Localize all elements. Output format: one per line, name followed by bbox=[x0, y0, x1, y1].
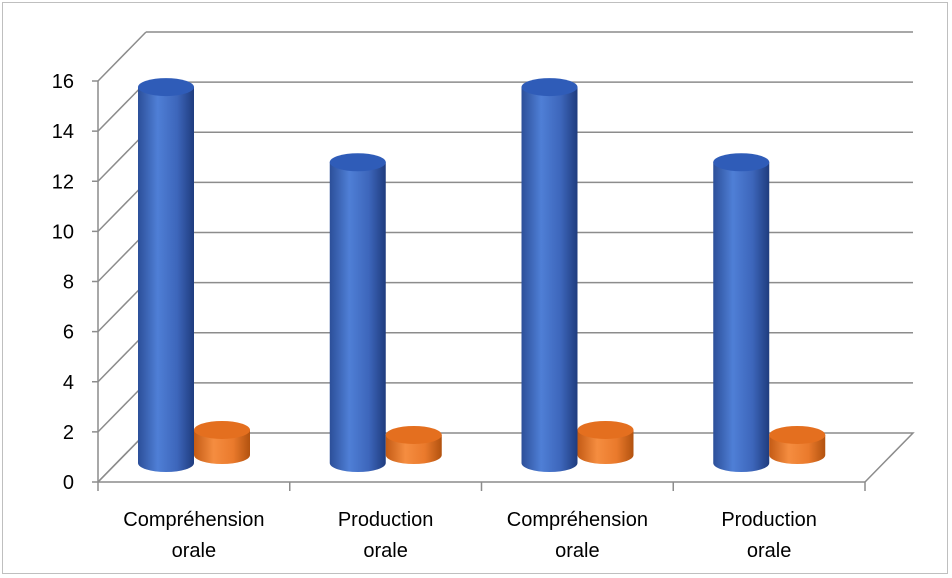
y-tick-label: 12 bbox=[52, 171, 74, 193]
bar-body bbox=[521, 87, 578, 473]
bar-top bbox=[769, 425, 826, 444]
bar-blue bbox=[138, 78, 194, 472]
bar-body bbox=[329, 162, 386, 473]
bar-orange bbox=[194, 420, 250, 464]
bar-top bbox=[577, 420, 634, 439]
gridline-depth bbox=[97, 31, 147, 82]
x-category-label: orale bbox=[747, 540, 791, 562]
bar-orange bbox=[769, 425, 826, 464]
y-tick-label: 8 bbox=[63, 272, 74, 294]
y-tick-label: 4 bbox=[63, 372, 74, 394]
x-category-label: Compréhension bbox=[123, 509, 264, 531]
bar-orange bbox=[577, 420, 634, 464]
y-tick-label: 0 bbox=[63, 472, 74, 494]
y-tick-label: 14 bbox=[52, 121, 74, 143]
bar-top bbox=[385, 425, 442, 444]
bar-orange bbox=[385, 425, 442, 464]
bar-body bbox=[138, 87, 194, 472]
bar-top bbox=[138, 78, 194, 97]
bar-body bbox=[194, 429, 250, 464]
y-tick-label: 6 bbox=[63, 322, 74, 344]
x-category-label: orale bbox=[555, 540, 599, 562]
y-tick-label: 16 bbox=[52, 71, 74, 93]
bar-blue bbox=[521, 78, 578, 473]
x-category-label: Production bbox=[721, 509, 817, 531]
bar-body bbox=[713, 162, 770, 473]
bar-body bbox=[577, 429, 634, 464]
bar-top bbox=[194, 420, 250, 439]
x-category-label: Production bbox=[338, 509, 434, 531]
x-category-label: Compréhension bbox=[507, 509, 648, 531]
bar-top bbox=[713, 153, 770, 172]
bar-top bbox=[521, 78, 578, 97]
bar-blue bbox=[329, 153, 386, 473]
x-category-label: orale bbox=[363, 540, 407, 562]
bar-top bbox=[329, 153, 386, 172]
y-tick-label: 10 bbox=[52, 221, 74, 243]
y-tick-label: 2 bbox=[63, 422, 74, 444]
x-category-label: orale bbox=[172, 540, 216, 562]
bar-blue bbox=[713, 153, 770, 473]
